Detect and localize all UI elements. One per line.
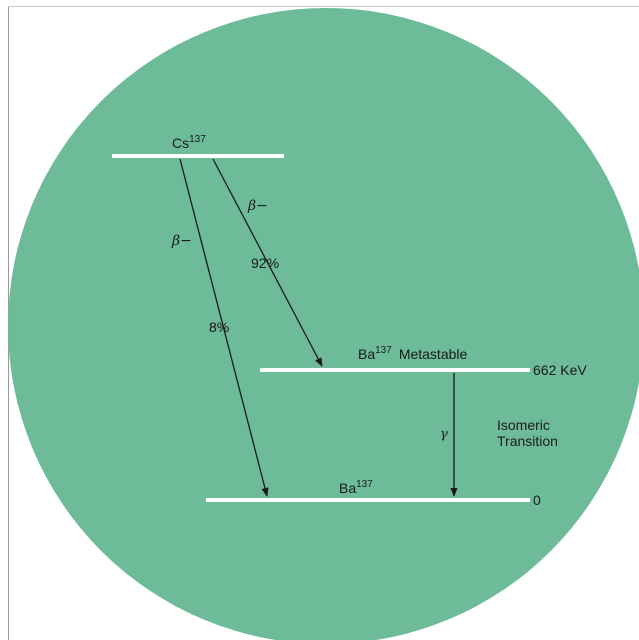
isomeric-label: Isomeric: [497, 417, 550, 433]
ba137-metastable-label: Ba137 Metastable: [358, 345, 468, 362]
beta-major-symbol: β−: [247, 198, 268, 214]
energy-662-kev-label: 662 KeV: [533, 362, 587, 378]
beta-major-percent: 92%: [251, 255, 279, 271]
energy-zero-label: 0: [533, 492, 541, 508]
beta-minor-arrow: [179, 158, 269, 497]
cs137-label: Cs137: [172, 134, 206, 151]
beta-minor-percent: 8%: [209, 319, 229, 335]
beta-major-arrow: [212, 158, 323, 367]
ba137-ground-label: Ba137: [339, 479, 373, 496]
background-disc: [8, 8, 639, 640]
beta-minor-symbol: β−: [171, 233, 192, 249]
gamma-symbol: γ: [440, 427, 448, 442]
transition-label: Transition: [497, 433, 558, 449]
